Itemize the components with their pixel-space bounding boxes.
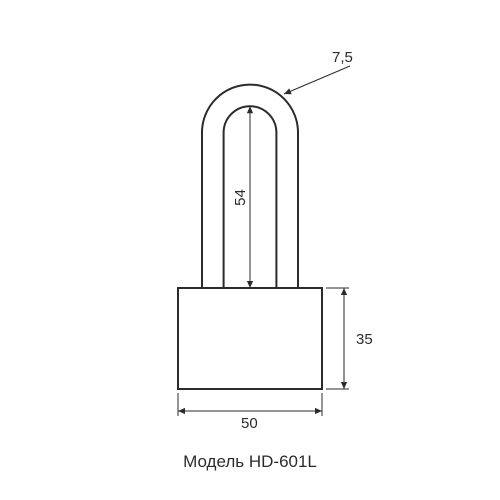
dim-height-label: 35 <box>356 332 373 347</box>
drawing-stage: 50 35 54 7,5 Модель HD-601L <box>0 0 500 500</box>
dim-width-label: 50 <box>241 416 258 431</box>
dim-thickness-label: 7,5 <box>332 50 353 65</box>
dim-shackle-label: 54 <box>233 189 248 206</box>
model-caption: Модель HD-601L <box>0 452 500 472</box>
